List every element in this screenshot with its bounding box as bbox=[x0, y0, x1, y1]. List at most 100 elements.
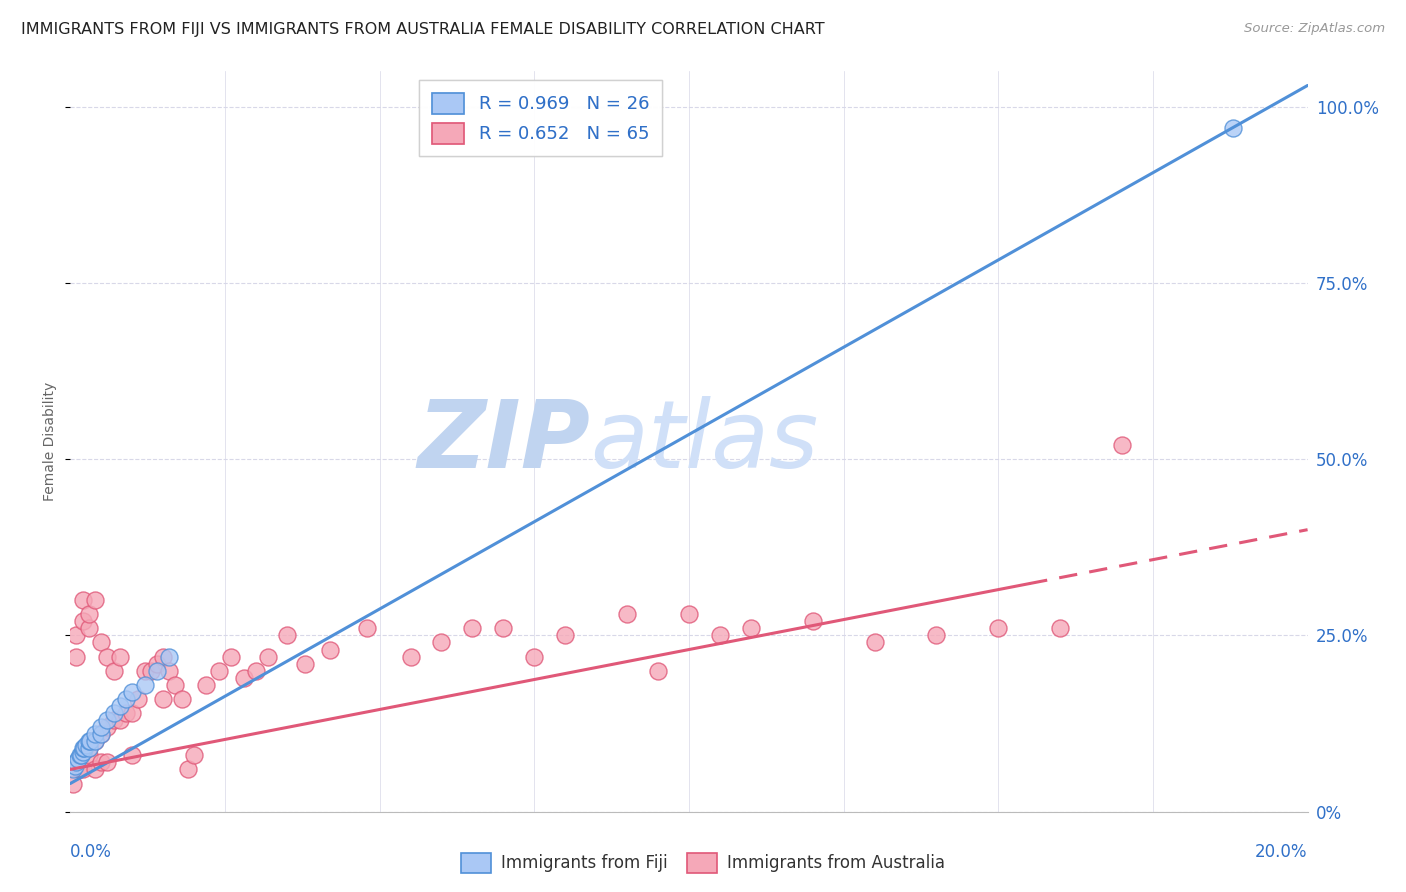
Point bbox=[84, 734, 107, 748]
Point bbox=[103, 706, 125, 720]
Point bbox=[678, 607, 700, 622]
Point bbox=[183, 748, 205, 763]
Point bbox=[170, 692, 193, 706]
Point bbox=[108, 698, 131, 713]
Point bbox=[77, 621, 100, 635]
Point bbox=[863, 635, 886, 649]
Point bbox=[127, 692, 149, 706]
Point bbox=[146, 657, 169, 671]
Point bbox=[276, 628, 298, 642]
Text: 20.0%: 20.0% bbox=[1256, 843, 1308, 861]
Point bbox=[177, 763, 200, 777]
Point bbox=[121, 685, 143, 699]
Point bbox=[121, 706, 143, 720]
Text: atlas: atlas bbox=[591, 396, 818, 487]
Point bbox=[75, 738, 97, 752]
Point bbox=[461, 621, 484, 635]
Point bbox=[72, 615, 94, 629]
Point bbox=[62, 776, 84, 790]
Point bbox=[647, 664, 669, 678]
Point bbox=[616, 607, 638, 622]
Point bbox=[73, 741, 96, 756]
Point bbox=[72, 593, 94, 607]
Point bbox=[77, 607, 100, 622]
Point bbox=[90, 727, 112, 741]
Point bbox=[152, 649, 174, 664]
Point bbox=[740, 621, 762, 635]
Point bbox=[152, 692, 174, 706]
Point bbox=[90, 756, 112, 770]
Point bbox=[108, 713, 131, 727]
Point bbox=[492, 621, 515, 635]
Point bbox=[62, 763, 84, 777]
Point bbox=[1049, 621, 1071, 635]
Point bbox=[103, 713, 125, 727]
Point bbox=[121, 748, 143, 763]
Point bbox=[208, 664, 231, 678]
Point bbox=[157, 649, 180, 664]
Point bbox=[96, 720, 118, 734]
Point bbox=[165, 678, 187, 692]
Point bbox=[925, 628, 948, 642]
Point bbox=[69, 763, 91, 777]
Point bbox=[399, 649, 422, 664]
Legend: R = 0.969   N = 26, R = 0.652   N = 65: R = 0.969 N = 26, R = 0.652 N = 65 bbox=[419, 80, 662, 156]
Point bbox=[1222, 120, 1244, 135]
Point bbox=[72, 745, 94, 759]
Point bbox=[139, 664, 162, 678]
Point bbox=[115, 706, 138, 720]
Point bbox=[523, 649, 546, 664]
Point bbox=[103, 664, 125, 678]
Point bbox=[294, 657, 316, 671]
Point bbox=[257, 649, 280, 664]
Y-axis label: Female Disability: Female Disability bbox=[44, 382, 58, 501]
Point bbox=[801, 615, 824, 629]
Point bbox=[65, 759, 87, 773]
Point bbox=[146, 664, 169, 678]
Point bbox=[219, 649, 242, 664]
Text: 0.0%: 0.0% bbox=[70, 843, 112, 861]
Point bbox=[90, 727, 112, 741]
Point bbox=[72, 763, 94, 777]
Point bbox=[96, 649, 118, 664]
Point bbox=[195, 678, 218, 692]
Point bbox=[84, 734, 107, 748]
Point bbox=[90, 720, 112, 734]
Point bbox=[84, 593, 107, 607]
Point bbox=[90, 635, 112, 649]
Legend: Immigrants from Fiji, Immigrants from Australia: Immigrants from Fiji, Immigrants from Au… bbox=[454, 847, 952, 880]
Point bbox=[430, 635, 453, 649]
Point bbox=[232, 671, 254, 685]
Point bbox=[134, 678, 156, 692]
Text: Source: ZipAtlas.com: Source: ZipAtlas.com bbox=[1244, 22, 1385, 36]
Point bbox=[108, 649, 131, 664]
Point bbox=[65, 628, 87, 642]
Point bbox=[77, 741, 100, 756]
Point bbox=[66, 752, 89, 766]
Point bbox=[77, 748, 100, 763]
Point bbox=[245, 664, 267, 678]
Point bbox=[134, 664, 156, 678]
Point bbox=[1111, 438, 1133, 452]
Point bbox=[69, 748, 91, 763]
Point bbox=[709, 628, 731, 642]
Point bbox=[96, 713, 118, 727]
Point bbox=[65, 756, 87, 770]
Point bbox=[157, 664, 180, 678]
Text: ZIP: ZIP bbox=[418, 395, 591, 488]
Point bbox=[554, 628, 576, 642]
Text: IMMIGRANTS FROM FIJI VS IMMIGRANTS FROM AUSTRALIA FEMALE DISABILITY CORRELATION : IMMIGRANTS FROM FIJI VS IMMIGRANTS FROM … bbox=[21, 22, 825, 37]
Point bbox=[356, 621, 378, 635]
Point bbox=[77, 734, 100, 748]
Point bbox=[84, 763, 107, 777]
Point bbox=[65, 649, 87, 664]
Point bbox=[77, 741, 100, 756]
Point bbox=[987, 621, 1010, 635]
Point bbox=[70, 748, 93, 763]
Point bbox=[79, 734, 101, 748]
Point bbox=[115, 692, 138, 706]
Point bbox=[319, 642, 342, 657]
Point bbox=[84, 727, 107, 741]
Point bbox=[72, 741, 94, 756]
Point bbox=[96, 756, 118, 770]
